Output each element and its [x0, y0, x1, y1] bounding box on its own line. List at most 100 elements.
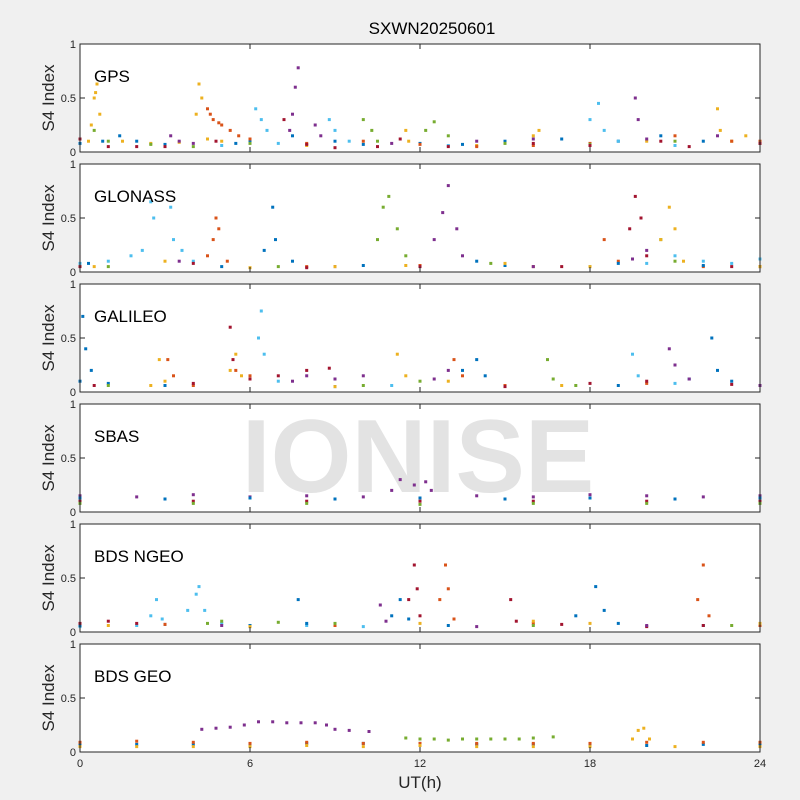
data-point: [446, 368, 450, 372]
data-point: [220, 144, 224, 147]
data-point: [333, 727, 337, 731]
data-point: [135, 139, 139, 143]
data-point: [730, 265, 734, 269]
data-point: [325, 723, 328, 727]
data-point: [489, 261, 493, 265]
data-point: [228, 368, 232, 372]
data-point: [177, 259, 181, 263]
data-point: [296, 66, 300, 70]
panel-label: SBAS: [94, 427, 139, 446]
data-point: [639, 216, 643, 220]
data-point: [531, 619, 535, 623]
data-point: [424, 128, 428, 132]
data-point: [631, 257, 634, 261]
y-tick-label: 1: [70, 279, 76, 291]
data-point: [118, 134, 122, 138]
data-point: [531, 621, 535, 625]
data-point: [701, 495, 705, 499]
data-point: [194, 112, 198, 116]
data-point: [276, 141, 280, 145]
data-point: [106, 145, 110, 149]
data-point: [333, 377, 337, 381]
data-point: [200, 727, 204, 731]
data-point: [642, 726, 646, 730]
y-tick-label: 0.5: [61, 693, 76, 705]
data-point: [276, 374, 280, 378]
data-point: [438, 598, 442, 602]
data-point: [271, 205, 275, 209]
y-tick-label: 0: [70, 387, 76, 399]
data-point: [327, 366, 331, 370]
data-point: [169, 205, 173, 209]
data-point: [588, 741, 592, 745]
data-point: [214, 726, 218, 730]
data-point: [716, 134, 719, 138]
data-point: [390, 488, 394, 492]
data-point: [333, 128, 337, 132]
data-point: [395, 227, 399, 231]
data-point: [398, 478, 402, 482]
data-point: [633, 96, 637, 100]
data-point: [135, 745, 139, 749]
data-point: [461, 374, 464, 378]
data-point: [180, 248, 184, 252]
data-point: [730, 624, 734, 627]
data-point: [220, 619, 224, 623]
data-point: [594, 585, 598, 589]
data-point: [211, 238, 215, 242]
data-point: [446, 134, 450, 138]
data-point: [347, 139, 351, 143]
data-point: [163, 622, 167, 626]
data-point: [220, 265, 224, 269]
data-point: [259, 309, 263, 313]
data-point: [432, 377, 436, 381]
axes-background: [80, 44, 760, 152]
series: [200, 720, 371, 733]
data-point: [645, 261, 649, 265]
data-point: [160, 617, 164, 621]
data-point: [616, 139, 620, 143]
data-point: [483, 374, 487, 378]
data-point: [87, 139, 90, 143]
data-point: [135, 742, 139, 746]
chart-title: SXWN20250601: [369, 19, 496, 38]
data-point: [701, 139, 705, 143]
data-point: [673, 497, 677, 501]
data-point: [333, 624, 337, 627]
data-point: [503, 139, 507, 143]
data-point: [418, 614, 422, 618]
data-point: [87, 261, 90, 265]
data-point: [475, 494, 479, 498]
data-point: [503, 141, 507, 145]
data-point: [531, 137, 535, 141]
data-point: [217, 227, 221, 231]
data-point: [489, 737, 493, 741]
data-point: [418, 496, 422, 500]
data-point: [92, 128, 96, 132]
data-point: [616, 384, 620, 387]
data-point: [361, 495, 365, 499]
data-point: [305, 740, 309, 744]
data-point: [687, 145, 691, 149]
series: [169, 66, 719, 145]
data-point: [276, 620, 280, 624]
data-point: [248, 377, 252, 381]
data-point: [228, 725, 232, 729]
x-axis-label: UT(h): [398, 773, 441, 792]
data-point: [291, 259, 294, 263]
y-axis-label: S4 Index: [39, 304, 58, 372]
data-point: [645, 499, 649, 503]
data-point: [305, 624, 309, 627]
data-point: [418, 142, 422, 146]
data-point: [248, 625, 252, 629]
data-point: [135, 621, 139, 625]
data-point: [432, 120, 436, 124]
data-point: [106, 259, 110, 263]
data-point: [398, 137, 402, 141]
data-point: [361, 118, 365, 122]
data-point: [361, 741, 365, 745]
data-point: [313, 123, 317, 127]
data-point: [106, 381, 110, 385]
data-point: [682, 259, 685, 263]
data-point: [432, 238, 436, 242]
